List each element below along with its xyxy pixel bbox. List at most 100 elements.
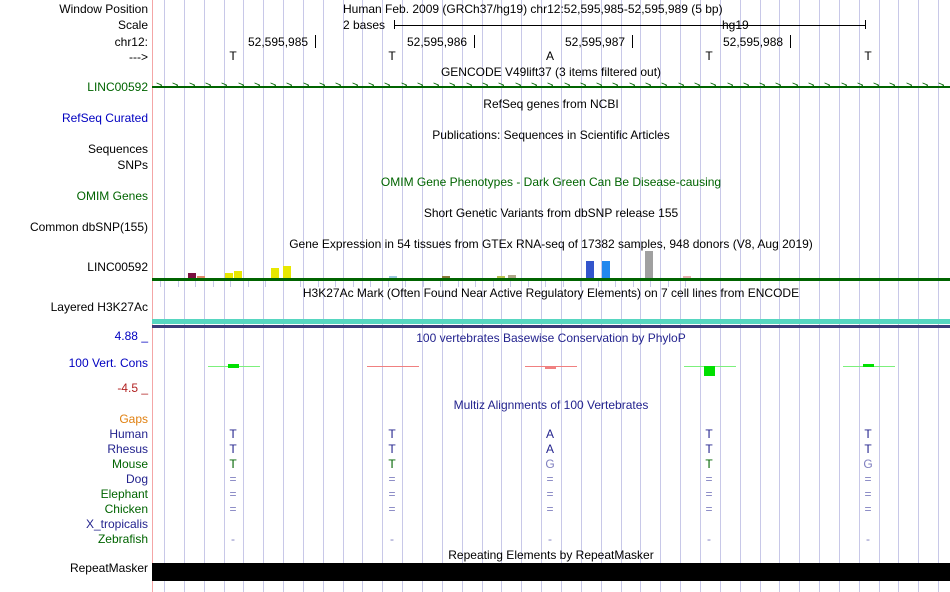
conservation-score-bar[interactable]	[704, 366, 715, 376]
alignment-row-zebrafish[interactable]: -----	[152, 532, 950, 547]
strand-arrow-icon: >	[841, 80, 848, 92]
alignment-base: =	[388, 487, 396, 501]
track-title-multiz: Multiz Alignments of 100 Vertebrates	[453, 398, 649, 412]
strand-arrow-icon: >	[156, 80, 163, 92]
strand-arrow-icon: >	[661, 80, 668, 92]
gtex-tissue-bar[interactable]	[508, 275, 516, 278]
gtex-tick	[510, 281, 511, 287]
track-label-column: Window Position Scale chr12: ---> LINC00…	[0, 0, 152, 592]
label-species-rhesus[interactable]: Rhesus	[107, 442, 148, 456]
scale-bar-right-cap	[865, 20, 866, 29]
gtex-tissue-bar[interactable]	[197, 276, 205, 278]
label-window-position: Window Position	[59, 2, 148, 16]
strand-arrow-icon: >	[775, 80, 782, 92]
label-species-x-tropicalis[interactable]: X_tropicalis	[85, 517, 148, 531]
conservation-score-bar[interactable]	[863, 364, 874, 367]
track-title-publications: Publications: Sequences in Scientific Ar…	[432, 128, 670, 142]
gtex-tissue-bar[interactable]	[225, 273, 233, 278]
track-data-column[interactable]: Human Feb. 2009 (GRCh37/hg19) chr12:52,5…	[152, 0, 950, 592]
strand-arrow-icon: >	[189, 80, 196, 92]
strand-arrow-icon: >	[221, 80, 228, 92]
label-species-dog[interactable]: Dog	[125, 472, 148, 486]
gtex-tissue-bar[interactable]	[645, 251, 653, 278]
label-100-vert-cons[interactable]: 100 Vert. Cons	[68, 356, 148, 370]
gtex-tick	[248, 281, 249, 287]
gtex-tissue-bar[interactable]	[497, 276, 505, 278]
label-snps[interactable]: SNPs	[117, 158, 148, 172]
gtex-tick	[318, 281, 319, 287]
strand-arrow-icon: >	[238, 80, 245, 92]
label-species-elephant[interactable]: Elephant	[100, 487, 148, 501]
alignment-row-elephant[interactable]: = = = = =	[152, 487, 950, 502]
gtex-tissue-bar[interactable]	[586, 261, 594, 278]
gtex-tissue-bar[interactable]	[683, 276, 691, 278]
gtex-tick	[615, 281, 616, 287]
label-omim-genes[interactable]: OMIM Genes	[76, 189, 148, 203]
strand-arrow-icon: >	[629, 80, 636, 92]
gtex-tick	[493, 281, 494, 287]
gtex-tissue-bar[interactable]	[188, 273, 196, 278]
strand-arrow-icon: >	[498, 80, 505, 92]
gtex-tissue-bar[interactable]	[271, 268, 279, 278]
label-layered-h3k27ac[interactable]: Layered H3K27Ac	[50, 300, 148, 314]
gtex-tissue-bar[interactable]	[602, 261, 610, 278]
track-title-gencode: GENCODE V49lift37 (3 items filtered out)	[440, 65, 662, 79]
ruler-tick	[632, 35, 633, 48]
gtex-tick	[650, 281, 651, 287]
alignment-row-x_tropicalis[interactable]	[152, 517, 950, 532]
label-refseq-curated[interactable]: RefSeq Curated	[61, 111, 148, 125]
gtex-tissue-bar[interactable]	[442, 276, 450, 278]
strand-arrow-icon: >	[889, 80, 896, 92]
repeatmasker-block[interactable]	[152, 563, 950, 581]
label-sequences[interactable]: Sequences	[87, 142, 148, 156]
label-strand-arrow: --->	[129, 50, 148, 64]
alignment-row-chicken[interactable]: = = = = =	[152, 502, 950, 517]
label-common-dbsnp[interactable]: Common dbSNP(155)	[29, 220, 148, 234]
gtex-tissue-bar[interactable]	[389, 276, 397, 278]
assembly-short-label: hg19	[722, 18, 749, 32]
alignment-base: T	[705, 442, 713, 456]
strand-arrow-icon: >	[612, 80, 619, 92]
track-title-repeatmasker: Repeating Elements by RepeatMasker	[448, 548, 654, 562]
alignment-row-dog[interactable]: = = = = =	[152, 472, 950, 487]
label-gtex-gene[interactable]: LINC00592	[87, 260, 148, 274]
conservation-score-bar[interactable]	[228, 364, 239, 368]
label-cons-max: 4.88 _	[114, 329, 148, 343]
label-gencode-gene[interactable]: LINC00592	[87, 80, 148, 94]
gtex-tick	[388, 281, 389, 287]
alignment-base: =	[864, 472, 872, 486]
conservation-chart[interactable]	[152, 344, 950, 394]
gencode-gene-line[interactable]	[152, 86, 950, 88]
gtex-tissue-bar[interactable]	[234, 271, 242, 278]
strand-arrow-icon: >	[873, 80, 880, 92]
label-species-human[interactable]: Human	[109, 427, 148, 441]
h3k27ac-signal-bar[interactable]	[152, 319, 950, 324]
alignment-base: =	[388, 472, 396, 486]
label-species-zebrafish[interactable]: Zebrafish	[97, 532, 148, 546]
strand-arrow-icon: >	[808, 80, 815, 92]
ruler-base-letter: T	[388, 49, 396, 63]
label-species-mouse[interactable]: Mouse	[111, 457, 148, 471]
label-gaps[interactable]: Gaps	[119, 412, 148, 426]
conservation-score-bar[interactable]	[545, 366, 556, 369]
label-repeatmasker[interactable]: RepeatMasker	[69, 561, 148, 575]
strand-arrow-icon: >	[205, 80, 212, 92]
label-species-chicken[interactable]: Chicken	[104, 502, 148, 516]
strand-arrow-icon: >	[580, 80, 587, 92]
strand-arrow-icon: >	[433, 80, 440, 92]
alignment-base: T	[229, 427, 237, 441]
track-title-h3k27ac: H3K27Ac Mark (Often Found Near Active Re…	[302, 286, 800, 300]
gtex-tick	[685, 281, 686, 287]
ruler-tick	[315, 35, 316, 48]
gtex-tick	[178, 281, 179, 287]
strand-arrow-icon: >	[531, 80, 538, 92]
gtex-tissue-bar[interactable]	[283, 266, 291, 278]
alignment-base: A	[545, 442, 554, 456]
strand-arrow-icon: >	[824, 80, 831, 92]
alignment-base: T	[705, 427, 713, 441]
alignment-base: =	[705, 472, 713, 486]
gtex-bar-chart[interactable]	[152, 251, 950, 287]
